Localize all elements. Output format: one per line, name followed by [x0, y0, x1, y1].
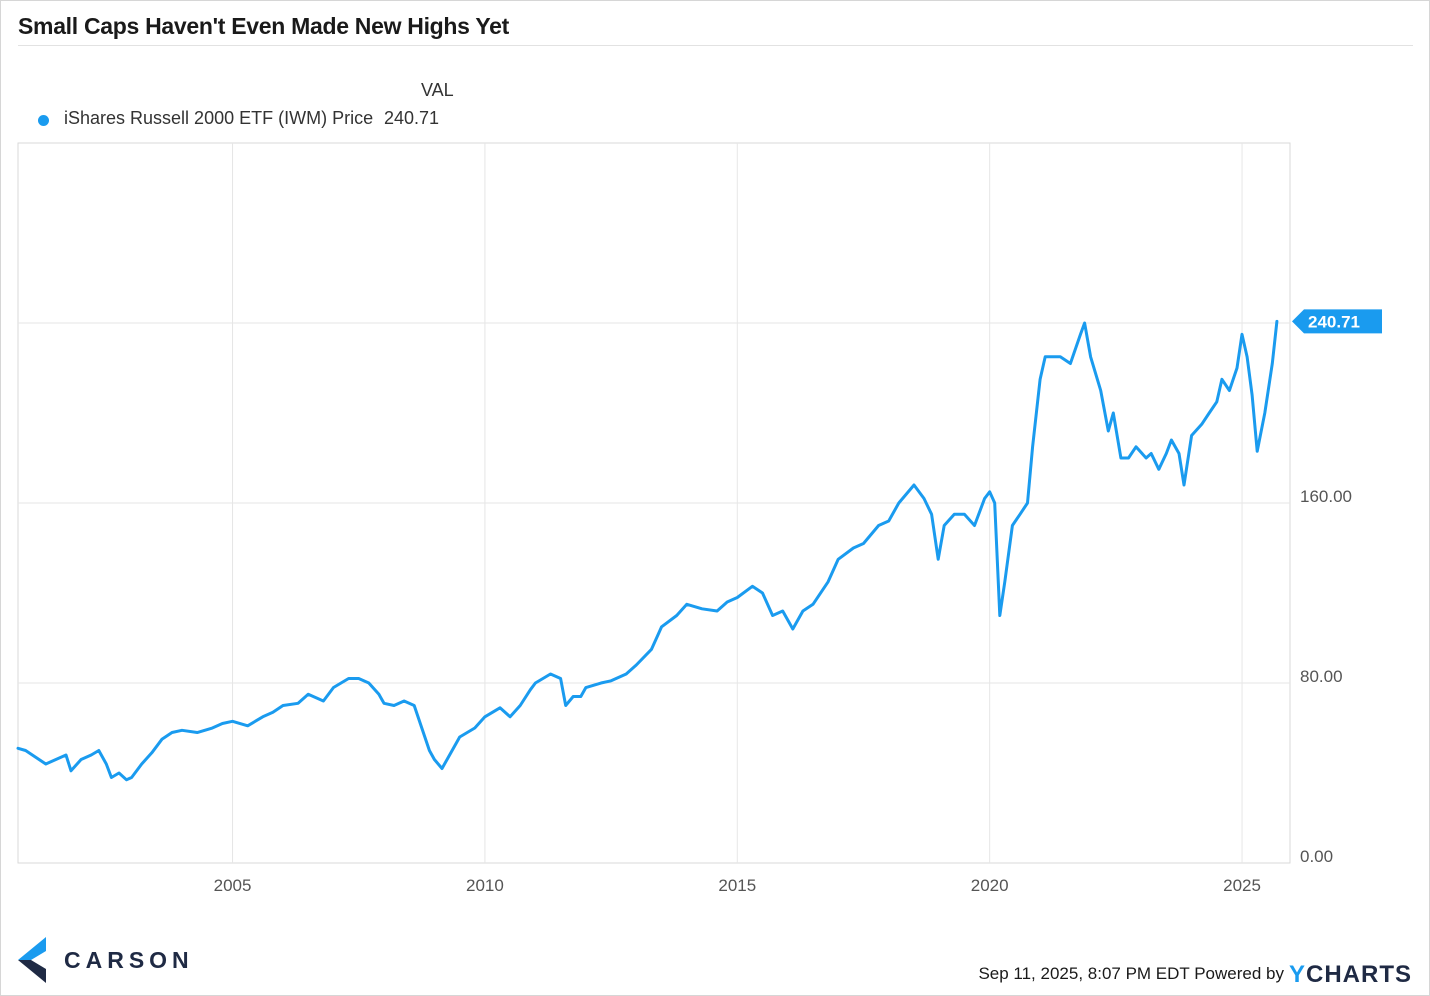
last-value-label: 240.71	[1308, 312, 1360, 331]
ycharts-logo-text: CHARTS	[1306, 961, 1413, 988]
ycharts-logo[interactable]: YCHARTS	[1289, 961, 1412, 989]
y-tick-label: 0.00	[1300, 847, 1333, 866]
x-tick-label: 2015	[718, 876, 756, 895]
footer-timestamp: Sep 11, 2025, 8:07 PM EDT Powered by	[978, 964, 1284, 983]
legend-dot-icon	[38, 115, 49, 126]
carson-logo-text: CARSON	[64, 947, 194, 973]
ycharts-logo-y: Y	[1289, 961, 1307, 988]
carson-logo-icon	[18, 937, 46, 983]
legend-value-header: VAL	[421, 80, 454, 100]
legend-series-name: iShares Russell 2000 ETF (IWM) Price	[64, 108, 374, 128]
x-tick-label: 2005	[214, 876, 252, 895]
x-tick-label: 2025	[1223, 876, 1261, 895]
series-line-iwm	[16, 319, 1279, 782]
y-tick-label: 80.00	[1300, 667, 1343, 686]
chart-title: Small Caps Haven't Even Made New Highs Y…	[18, 13, 509, 39]
y-tick-label: 160.00	[1300, 487, 1352, 506]
x-tick-label: 2010	[466, 876, 504, 895]
x-tick-label: 2020	[971, 876, 1009, 895]
title-divider	[18, 45, 1413, 46]
legend-item[interactable]: iShares Russell 2000 ETF (IWM) Price 240…	[38, 108, 458, 132]
last-value-badge	[1292, 309, 1382, 334]
legend-series-value: 240.71	[384, 108, 440, 128]
